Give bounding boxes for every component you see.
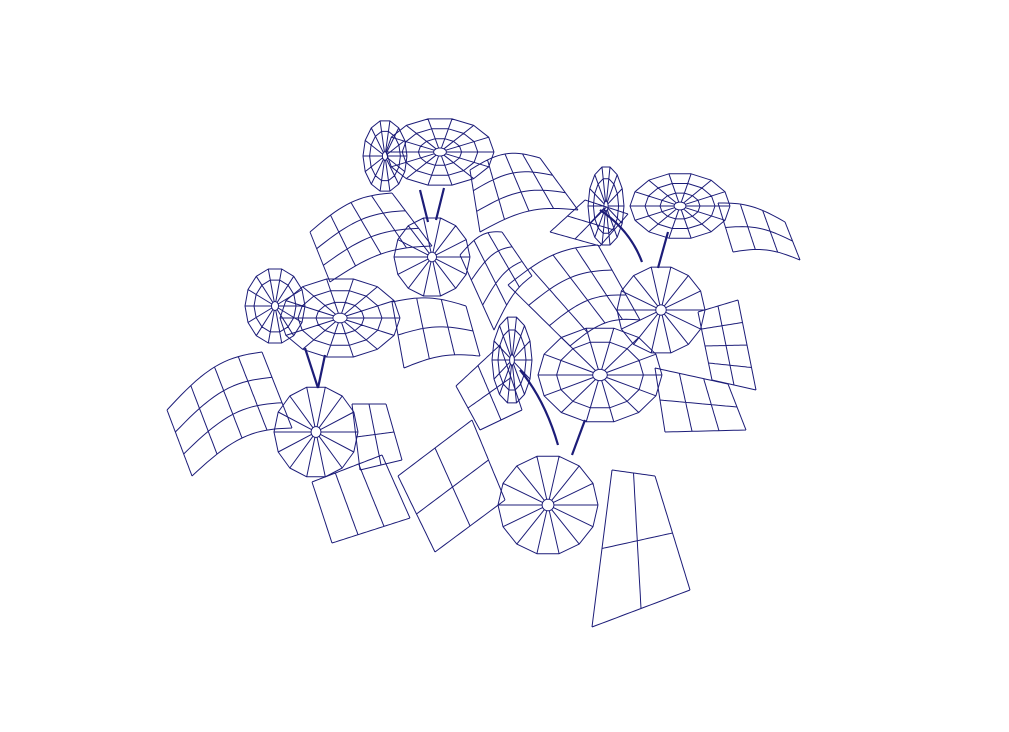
stem bbox=[418, 189, 430, 223]
leaf bbox=[309, 192, 433, 283]
flower-head bbox=[362, 120, 408, 192]
leaf bbox=[717, 202, 801, 261]
leaf bbox=[166, 351, 293, 477]
leaf bbox=[455, 344, 523, 431]
stem bbox=[519, 369, 560, 446]
flower-head bbox=[244, 268, 306, 344]
flower-head bbox=[393, 217, 471, 297]
leaf bbox=[391, 297, 481, 369]
stem bbox=[303, 347, 320, 389]
leaf bbox=[507, 244, 641, 347]
flower-head bbox=[273, 386, 359, 478]
flower-head bbox=[629, 173, 731, 239]
leaf bbox=[459, 231, 533, 331]
leaf bbox=[469, 152, 579, 233]
flower-head bbox=[279, 278, 401, 358]
flower-head bbox=[491, 316, 533, 404]
stem bbox=[656, 231, 670, 269]
leaf bbox=[311, 454, 411, 544]
flower-head bbox=[497, 455, 599, 555]
flower-head bbox=[537, 327, 663, 423]
leaf bbox=[397, 419, 506, 553]
stem bbox=[434, 187, 446, 221]
flower-head bbox=[385, 118, 495, 186]
flower-head bbox=[587, 166, 625, 246]
flower-head bbox=[616, 266, 706, 354]
leaf bbox=[591, 469, 691, 628]
leaf bbox=[697, 299, 757, 391]
leaf bbox=[654, 367, 747, 433]
stem bbox=[316, 354, 327, 389]
stem bbox=[599, 209, 644, 263]
leaf bbox=[351, 403, 403, 471]
stem bbox=[570, 419, 587, 456]
